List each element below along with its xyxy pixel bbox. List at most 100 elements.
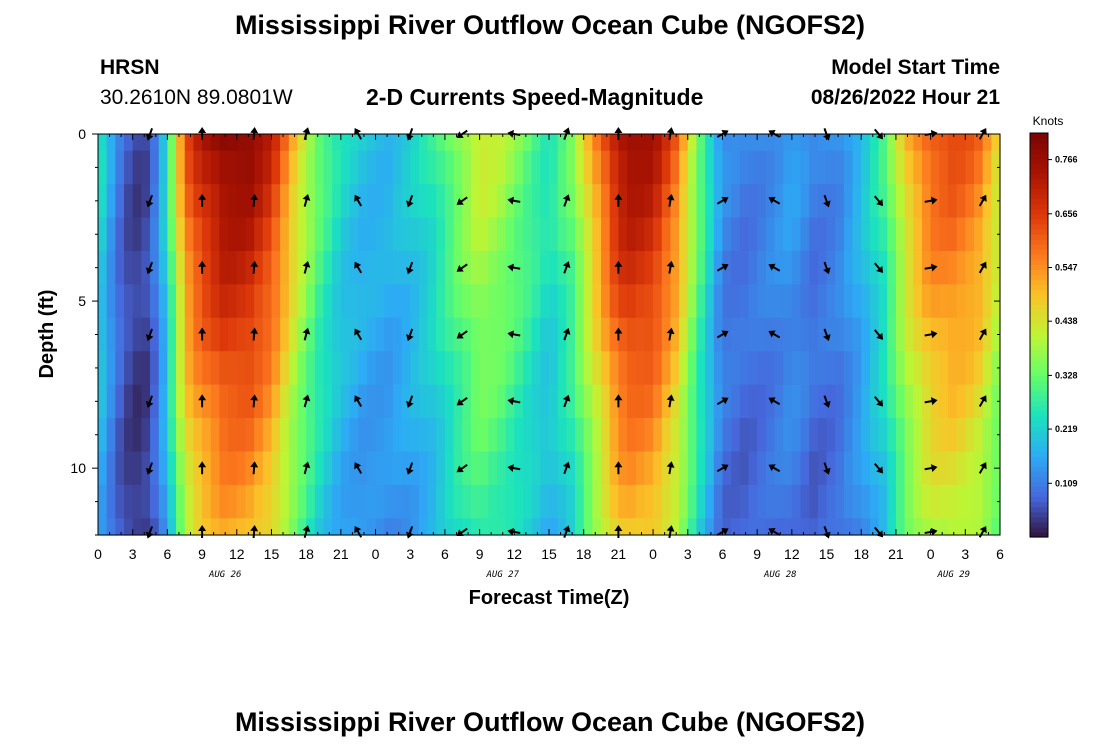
heatmap-cell — [124, 284, 134, 319]
heatmap-cell — [349, 150, 359, 185]
heatmap-cell — [210, 418, 221, 453]
model-start-label: Model Start Time — [831, 56, 1000, 79]
heatmap-cell — [349, 284, 359, 319]
heatmap-cell — [384, 384, 394, 419]
heatmap-cell — [514, 484, 524, 519]
heatmap-cell — [496, 518, 507, 536]
heatmap-cell — [947, 250, 958, 285]
heatmap-cell — [713, 217, 724, 252]
current-vector-arrow — [250, 327, 259, 341]
heatmap-cell — [375, 451, 385, 486]
heatmap-cell — [193, 250, 203, 285]
heatmap-cell — [549, 518, 559, 536]
heatmap-cell — [991, 317, 1001, 352]
heatmap-cell — [869, 418, 880, 453]
current-vector-arrow — [873, 262, 884, 274]
heatmap-cell — [479, 518, 489, 536]
heatmap-cell — [158, 217, 168, 252]
heatmap-cell — [470, 134, 481, 152]
heatmap-cell — [436, 384, 446, 419]
heatmap-cell — [904, 451, 914, 486]
heatmap-cell — [670, 217, 680, 252]
heatmap-cell — [427, 184, 437, 219]
heatmap-cell — [418, 150, 429, 185]
heatmap-cell — [132, 184, 142, 219]
heatmap-cell — [262, 518, 273, 536]
heatmap-cell — [462, 284, 472, 319]
heatmap-cell — [358, 217, 368, 252]
heatmap-cell — [705, 451, 715, 486]
heatmap-cell — [470, 484, 481, 519]
colorbar-unit-label: Knots — [1033, 114, 1064, 128]
heatmap-cell — [340, 184, 351, 219]
current-vector-arrow — [198, 260, 207, 274]
heatmap-cell — [713, 351, 724, 386]
heatmap-cell — [705, 418, 715, 453]
colorbar-segment — [1030, 531, 1048, 538]
heatmap-cell — [739, 284, 750, 319]
heatmap-cell — [774, 451, 784, 486]
current-vector-arrow — [716, 330, 729, 339]
heatmap-cell — [375, 418, 385, 453]
heatmap-cell — [601, 384, 611, 419]
heatmap-cell — [98, 184, 108, 219]
heatmap-cell — [956, 518, 966, 536]
heatmap-cell — [132, 250, 142, 285]
current-vector-arrow — [354, 127, 363, 140]
heatmap-cell — [193, 384, 203, 419]
heatmap-cell — [193, 284, 203, 319]
heatmap-cell — [158, 384, 168, 419]
current-vector-arrow — [198, 461, 207, 475]
heatmap-cell — [392, 284, 403, 319]
heatmap-cell — [904, 150, 914, 185]
heatmap-cell — [791, 418, 802, 453]
heatmap-cell — [280, 184, 290, 219]
heatmap-cell — [167, 451, 177, 486]
heatmap-cell — [392, 317, 403, 352]
heatmap-cell — [679, 284, 689, 319]
heatmap-cell — [410, 150, 420, 185]
heatmap-cell — [852, 217, 862, 252]
heatmap-cell — [488, 250, 498, 285]
heatmap-cell — [566, 134, 576, 152]
heatmap-cell — [314, 384, 325, 419]
heatmap-cell — [583, 351, 593, 386]
heatmap-cell — [349, 184, 359, 219]
heatmap-cell — [687, 134, 698, 152]
heatmap-cell — [783, 250, 793, 285]
heatmap-cell — [575, 518, 585, 536]
heatmap-cell — [895, 250, 906, 285]
heatmap-cell — [557, 418, 567, 453]
colorbar-tick-label: 0.109 — [1055, 478, 1078, 488]
colorbar-tick-label: 0.328 — [1055, 370, 1078, 380]
heatmap-cell — [757, 217, 767, 252]
heatmap-cell — [202, 134, 212, 152]
heatmap-cell — [150, 150, 160, 185]
heatmap-cell — [531, 384, 541, 419]
heatmap-cell — [340, 384, 351, 419]
heatmap-cell — [436, 451, 446, 486]
y-tick-label: 0 — [78, 126, 86, 142]
heatmap-cell — [809, 217, 819, 252]
heatmap-cell — [323, 134, 333, 152]
heatmap-cell — [670, 184, 680, 219]
heatmap-cell — [306, 418, 316, 453]
heatmap-cell — [696, 250, 706, 285]
colorbar-segment — [1030, 289, 1048, 296]
heatmap-cell — [722, 250, 732, 285]
heatmap-cell — [210, 317, 221, 352]
heatmap-cell — [947, 351, 958, 386]
heatmap-cell — [228, 284, 238, 319]
heatmap-cell — [280, 484, 290, 519]
heatmap-cell — [956, 250, 966, 285]
heatmap-cell — [973, 418, 984, 453]
heatmap-cell — [297, 518, 307, 536]
heatmap-cell — [176, 384, 186, 419]
heatmap-cell — [843, 250, 854, 285]
current-vector-arrow — [666, 525, 675, 539]
heatmap-cell — [392, 384, 403, 419]
heatmap-cell — [124, 150, 134, 185]
x-tick-label: 3 — [406, 546, 414, 562]
heatmap-cell — [167, 484, 177, 519]
